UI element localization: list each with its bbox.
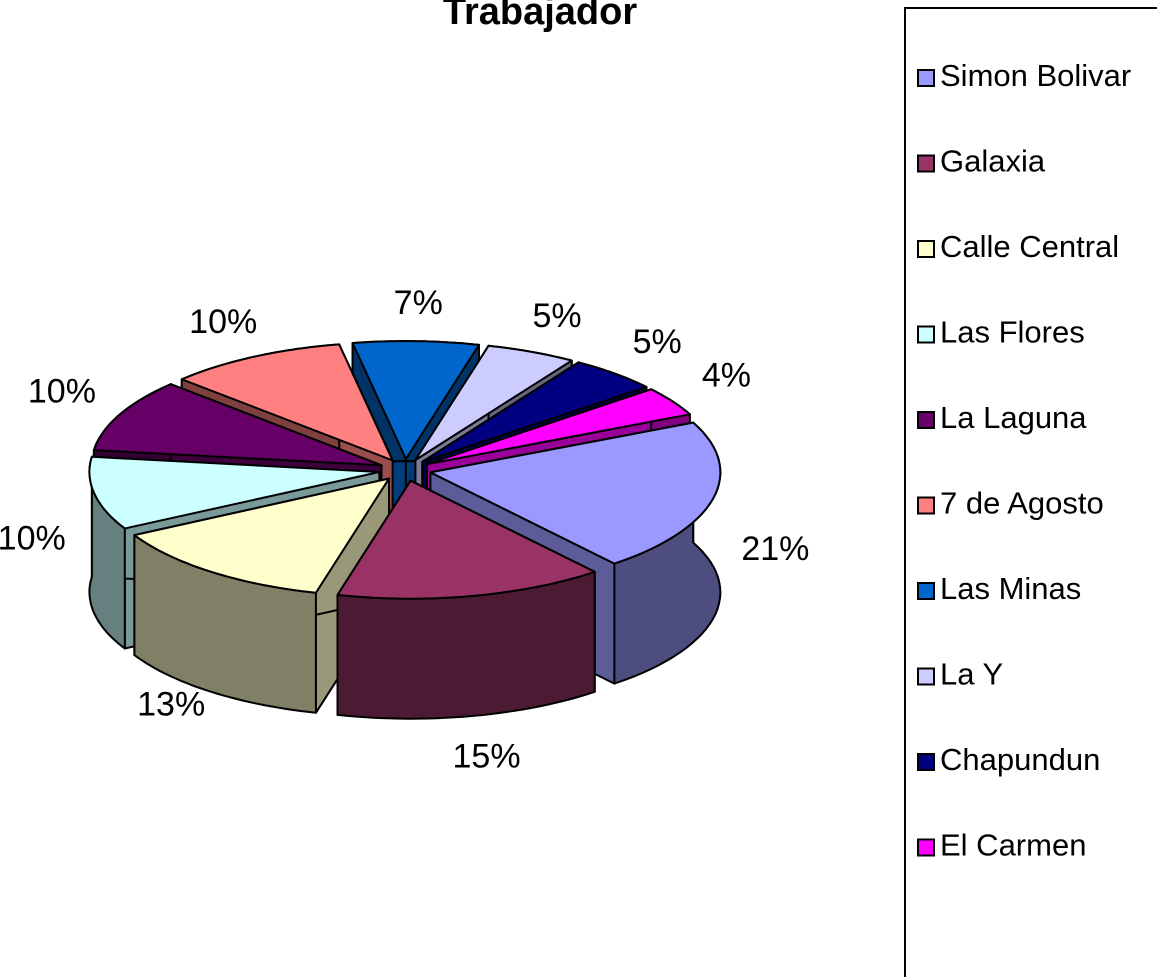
legend-box: [904, 7, 1157, 977]
slice: [180, 343, 394, 462]
legend-swatch: [917, 753, 935, 771]
legend-swatch: [917, 69, 935, 87]
legend-label: Chapundun: [940, 742, 1100, 777]
legend-label: La Laguna: [940, 400, 1087, 435]
legend-label: Simon Bolivar: [940, 58, 1131, 93]
legend-swatch: [917, 582, 935, 600]
legend-swatch: [917, 838, 935, 857]
data-label: 13%: [137, 686, 205, 724]
legend-swatch: [917, 411, 935, 429]
slice: [421, 361, 648, 463]
legend-swatch: [917, 667, 935, 686]
legend-swatch: [917, 496, 935, 515]
legend-label: 7 de Agosto: [940, 486, 1104, 521]
legend-swatch: [917, 154, 935, 173]
legend-swatch: [917, 325, 935, 344]
legend-label: Las Flores: [940, 315, 1085, 350]
data-label: 10%: [28, 373, 96, 411]
data-label: 5%: [532, 297, 581, 335]
pie: [88, 340, 722, 720]
slice: [414, 344, 573, 461]
data-label: 4%: [702, 356, 751, 394]
slice: [336, 479, 596, 600]
chart-title: Trabajador: [443, 0, 637, 33]
slice: [88, 455, 381, 530]
legend-label: Galaxia: [940, 144, 1046, 179]
slice: [351, 340, 480, 461]
slice: [426, 388, 691, 466]
data-label: 15%: [453, 737, 521, 775]
legend-label: La Y: [940, 657, 1003, 692]
data-label: 5%: [633, 323, 682, 361]
data-label: 10%: [189, 303, 257, 341]
data-label: 7%: [394, 284, 443, 322]
slice: [429, 421, 722, 565]
slice: [92, 383, 383, 467]
legend-label: El Carmen: [940, 828, 1086, 863]
data-label: 21%: [741, 530, 809, 568]
data-label: 10%: [0, 520, 66, 558]
legend-swatch: [917, 240, 935, 258]
slice: [133, 477, 390, 594]
legend-label: Calle Central: [940, 229, 1119, 264]
legend-label: Las Minas: [940, 571, 1081, 606]
